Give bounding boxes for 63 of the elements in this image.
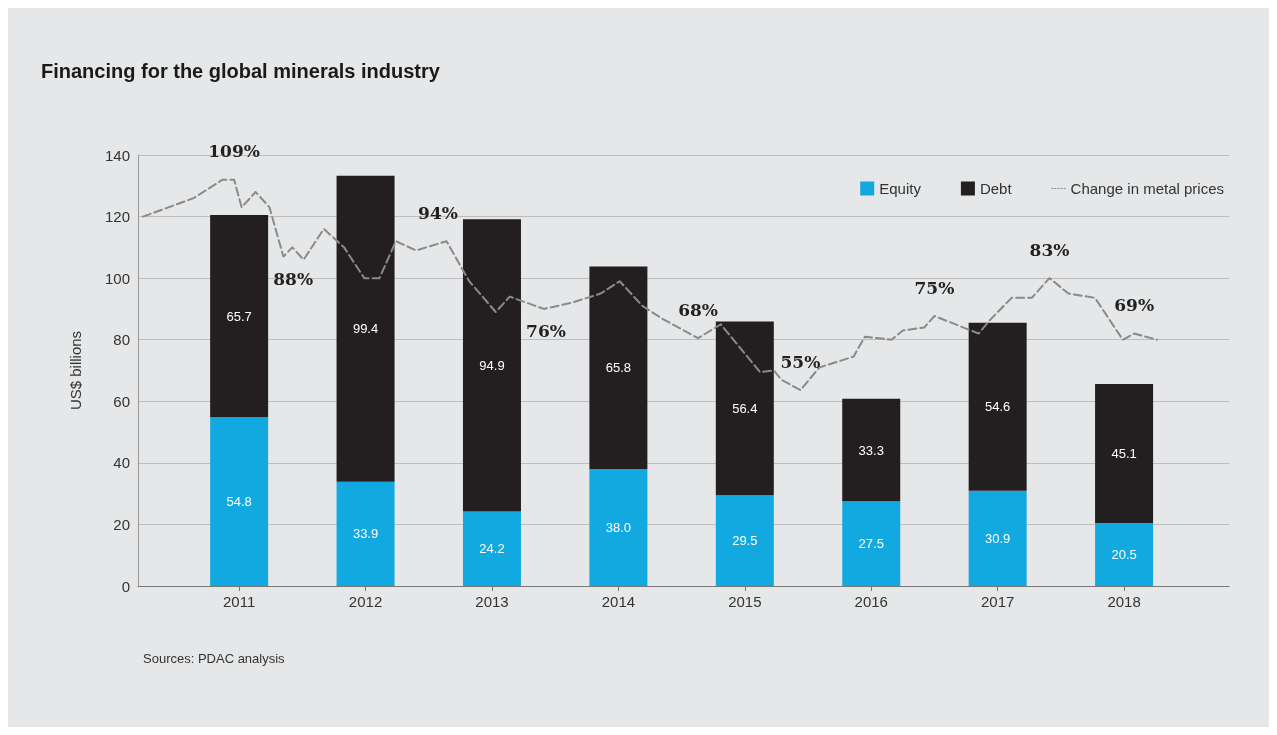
data-label: 33.3	[858, 442, 884, 458]
data-label: 45.1	[1111, 445, 1137, 461]
bar	[210, 417, 269, 586]
x-tick-label: 2018	[1107, 593, 1141, 610]
legend-label: Equity	[879, 180, 922, 197]
annotation: 83%	[1029, 239, 1070, 260]
y-tick-label: 60	[113, 392, 130, 410]
y-tick-label: 120	[104, 208, 130, 226]
data-label: 54.8	[226, 494, 252, 510]
x-tick-label: 2012	[348, 593, 383, 610]
y-tick-label: 80	[113, 331, 130, 349]
bar	[715, 321, 774, 496]
x-tick-label: 2017	[980, 593, 1015, 610]
annotation: 55%	[780, 351, 821, 372]
annotation: 69%	[1114, 295, 1155, 316]
data-label: 54.6	[985, 399, 1011, 415]
bar	[1095, 384, 1154, 523]
data-label: 99.4	[352, 321, 379, 337]
y-axis-title: US$ billions	[67, 330, 84, 411]
bar	[462, 511, 521, 586]
chart-title: Financing for the global minerals industry	[41, 60, 441, 82]
source-note: Sources: PDAC analysis	[143, 651, 286, 666]
data-label: 65.8	[605, 360, 632, 376]
y-tick-label: 20	[113, 515, 130, 533]
data-label: 33.9	[352, 526, 379, 542]
bar	[715, 495, 774, 586]
bar	[968, 322, 1027, 491]
x-tick-label: 2013	[475, 593, 509, 610]
data-label: 38.0	[605, 520, 632, 536]
y-tick-label: 140	[104, 146, 130, 164]
y-tick-label: 100	[104, 269, 130, 287]
bar	[336, 175, 395, 482]
data-label: 30.9	[985, 530, 1011, 546]
annotation: 76%	[526, 321, 566, 342]
x-tick-label: 2016	[854, 593, 888, 610]
bar	[210, 215, 269, 418]
bar	[1095, 522, 1154, 586]
bar	[336, 481, 395, 586]
annotation: 94%	[418, 202, 458, 223]
legend-label: Debt	[979, 180, 1013, 197]
bar	[842, 501, 901, 586]
annotation: 109%	[208, 141, 260, 162]
legend-label: Change in metal prices	[1070, 180, 1225, 197]
bar	[462, 219, 521, 512]
data-label: 56.4	[732, 400, 758, 416]
annotation: 68%	[678, 299, 718, 320]
bar	[968, 490, 1027, 586]
y-tick-label: 0	[121, 577, 130, 595]
bar	[842, 398, 901, 502]
data-label: 29.5	[732, 533, 758, 549]
annotation: 88%	[273, 269, 314, 290]
x-tick-label: 2014	[601, 593, 636, 610]
annotation: 75%	[914, 277, 955, 298]
data-label: 24.2	[479, 541, 505, 557]
y-tick-label: 40	[113, 454, 130, 472]
bar	[589, 469, 648, 586]
data-label: 94.9	[479, 357, 505, 373]
data-label: 20.5	[1111, 546, 1137, 562]
x-tick-label: 2015	[728, 593, 762, 610]
bar	[589, 266, 648, 470]
data-label: 65.7	[226, 308, 252, 324]
x-tick-label: 2011	[223, 593, 256, 610]
data-label: 27.5	[858, 536, 884, 552]
